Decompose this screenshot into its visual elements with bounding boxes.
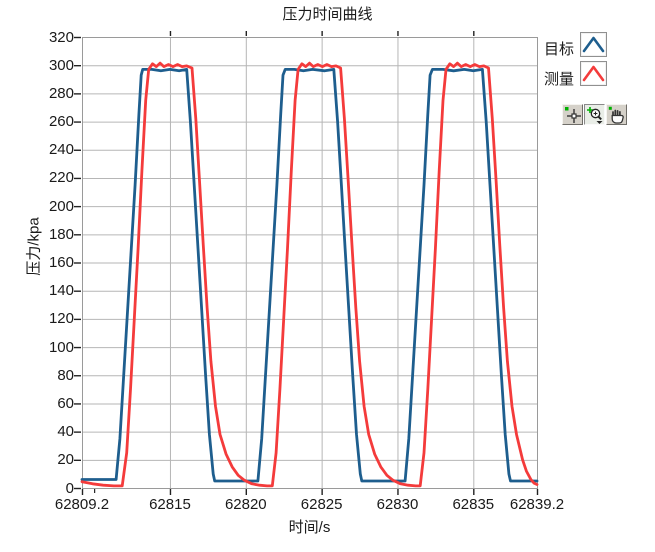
hand-icon [608,106,624,124]
plot-border [82,37,538,489]
x-axis-label: 时间/s [288,519,331,536]
pan-tool-button[interactable] [606,104,627,125]
measure-line-sample-icon [582,65,605,82]
crosshair-icon [565,107,581,123]
magnifier-icon [587,107,603,124]
target-series-line [80,68,539,483]
cursor-tool-button[interactable] [562,104,583,125]
target-line-sample-icon [582,36,605,53]
y-axis-label: 压力/kpa [25,217,43,276]
measure-series-line [80,61,539,488]
legend-swatch-target[interactable] [580,32,607,57]
zoom-tool-button[interactable] [584,104,605,125]
legend-swatch-measure[interactable] [580,61,607,86]
legend-label-target: 目标 [544,41,575,58]
chart-title: 压力时间曲线 [282,6,373,23]
legend-label-measure: 测量 [544,71,575,88]
